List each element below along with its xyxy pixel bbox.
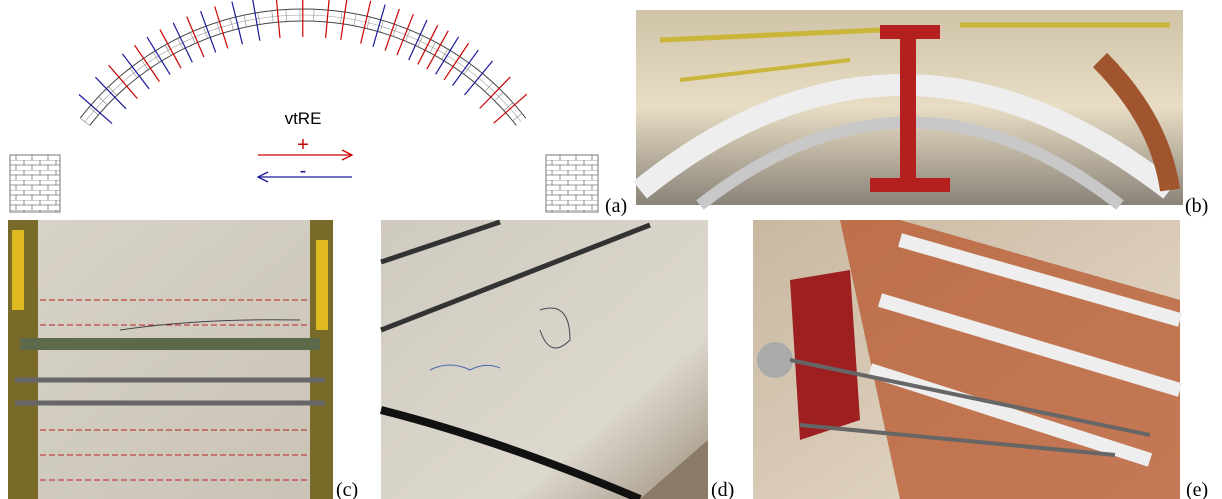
negative-sign: - [300,160,307,182]
photo-c [8,220,333,499]
crack-mark [373,5,385,47]
voussoir-joint [165,45,171,55]
crack-mark [494,94,527,123]
voussoir-joint [464,65,471,75]
crack-mark [427,31,448,69]
positive-sign: + [297,134,309,156]
crack-mark [232,2,242,45]
photo-b [636,10,1183,205]
crack-mark [361,1,371,44]
voussoir-joint [442,49,448,59]
voussoir-joint [504,103,513,111]
left-abutment [10,155,60,212]
crack-mark [341,0,348,40]
voussoir-joint [89,107,98,115]
panel-label: (a) [605,195,627,217]
voussoir-joint [130,68,137,77]
voussoir-joint [513,113,522,121]
crack-mark [79,95,112,124]
crack-mark [418,25,438,64]
crack-mark [109,65,138,98]
crack-mark [397,14,413,55]
crack-mark [173,23,192,63]
panel-label: (e) [1186,479,1208,499]
crack-mark [215,6,228,48]
diagram-title: vtRE [285,109,322,128]
voussoir-joint [80,118,89,125]
crack-mark [436,37,459,75]
voussoir-joint [286,10,287,22]
crack-mark [252,0,259,41]
voussoir-joint [141,60,148,70]
figure: vtRE + - (a) (b) (c) [0,0,1222,499]
right-abutment [546,155,598,212]
photo-d [381,220,708,499]
voussoir-joint [430,42,436,53]
crack-mark [201,11,216,52]
panel-label: (c) [336,479,358,499]
voussoir-joint [153,52,159,62]
crack-mark [326,0,330,38]
crack-mark [409,20,427,60]
voussoir-joint [485,83,493,92]
photo-e [753,220,1180,499]
crack-mark [385,9,399,51]
crack-mark [187,17,204,58]
crack-mark [452,50,478,86]
panel-label: (d) [711,479,734,499]
panel-label: (b) [1185,195,1208,217]
crack-mark [276,0,280,38]
